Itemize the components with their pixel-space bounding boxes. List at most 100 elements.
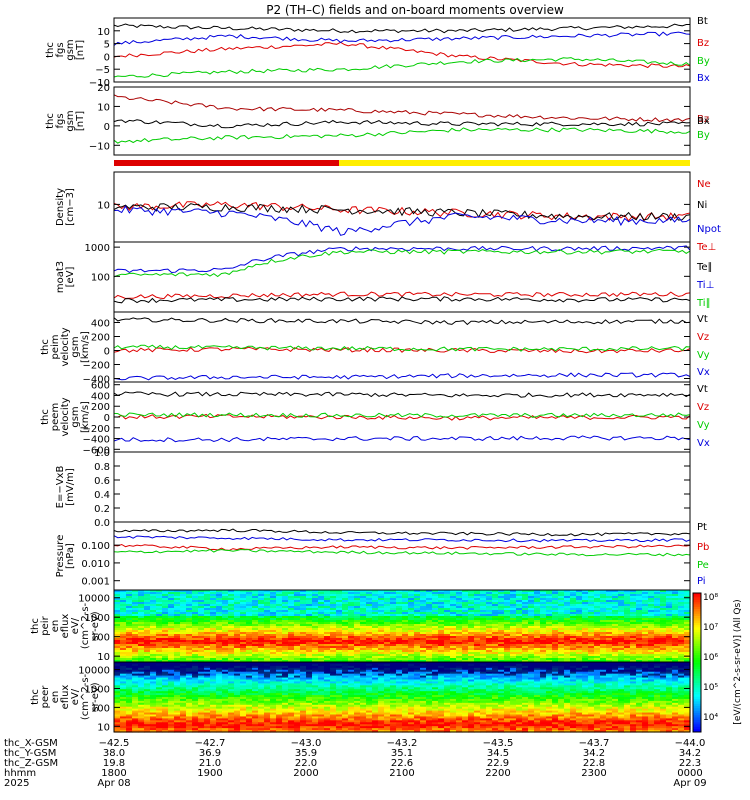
heatmap-cell: [618, 594, 625, 597]
heatmap-cell: [576, 592, 583, 595]
heatmap-cell: [276, 654, 283, 657]
heatmap-cell: [408, 662, 415, 665]
heatmap-cell: [600, 673, 607, 677]
heatmap-cell: [432, 663, 439, 667]
heatmap-cell: [378, 602, 385, 605]
heatmap-cell: [384, 642, 391, 645]
heatmap-cell: [180, 610, 187, 613]
heatmap-cell: [672, 658, 679, 661]
y-axis-label: moat3: [55, 261, 66, 293]
heatmap-cell: [624, 662, 631, 665]
heatmap-cell: [360, 628, 367, 631]
heatmap-cell: [336, 652, 343, 655]
heatmap-cell: [270, 616, 277, 619]
heatmap-cell: [138, 630, 145, 633]
heatmap-cell: [570, 624, 577, 627]
heatmap-cell: [198, 673, 205, 677]
heatmap-cell: [270, 630, 277, 633]
heatmap-cell: [438, 685, 445, 688]
heatmap-cell: [426, 624, 433, 627]
heatmap-cell: [126, 669, 133, 673]
heatmap-cell: [450, 662, 457, 665]
heatmap-cell: [552, 608, 559, 611]
heatmap-cell: [132, 610, 139, 613]
heatmap-cell: [378, 673, 385, 677]
heatmap-cell: [288, 622, 295, 625]
heatmap-cell: [558, 665, 565, 669]
heatmap-cell: [660, 612, 667, 615]
heatmap-cell: [468, 604, 475, 607]
heatmap-cell: [420, 620, 427, 623]
heatmap-cell: [618, 654, 625, 657]
heatmap-cell: [462, 618, 469, 621]
heatmap-cell: [594, 616, 601, 619]
heatmap-cell: [570, 652, 577, 655]
heatmap-cell: [354, 675, 361, 679]
heatmap-cell: [348, 592, 355, 595]
heatmap-cell: [162, 620, 169, 623]
heatmap-cell: [330, 675, 337, 679]
heatmap-cell: [402, 610, 409, 613]
heatmap-cell: [546, 683, 553, 686]
heatmap-cell: [588, 624, 595, 627]
heatmap-cell: [336, 610, 343, 613]
heatmap-cell: [180, 630, 187, 633]
heatmap-cell: [168, 681, 175, 684]
heatmap-cell: [426, 636, 433, 639]
heatmap-cell: [282, 632, 289, 635]
heatmap-cell: [630, 665, 637, 669]
heatmap-cell: [372, 614, 379, 617]
heatmap-cell: [480, 612, 487, 615]
heatmap-cell: [294, 671, 301, 675]
heatmap-cell: [570, 669, 577, 673]
heatmap-cell: [660, 598, 667, 601]
heatmap-cell: [510, 683, 517, 686]
heatmap-cell: [588, 662, 595, 665]
heatmap-cell: [504, 654, 511, 657]
heatmap-cell: [516, 608, 523, 611]
heatmap-cell: [510, 630, 517, 633]
heatmap-cell: [630, 590, 637, 593]
heatmap-cell: [552, 622, 559, 625]
heatmap-cell: [504, 616, 511, 619]
heatmap-cell: [240, 598, 247, 601]
heatmap-cell: [534, 636, 541, 639]
heatmap-cell: [186, 642, 193, 645]
heatmap-cell: [648, 638, 655, 641]
heatmap-cell: [570, 671, 577, 675]
heatmap-cell: [498, 658, 505, 661]
heatmap-cell: [312, 604, 319, 607]
heatmap-cell: [282, 630, 289, 633]
heatmap-cell: [684, 683, 691, 686]
heatmap-cell: [252, 673, 259, 677]
heatmap-cell: [390, 687, 397, 690]
heatmap-cell: [630, 620, 637, 623]
heatmap-cell: [570, 679, 577, 683]
heatmap-cell: [330, 592, 337, 595]
heatmap-cell: [480, 606, 487, 609]
heatmap-cell: [612, 665, 619, 669]
heatmap-cell: [384, 681, 391, 684]
heatmap-cell: [264, 673, 271, 677]
heatmap-cell: [618, 685, 625, 688]
heatmap-cell: [588, 673, 595, 677]
heatmap-cell: [468, 654, 475, 657]
heatmap-cell: [186, 652, 193, 655]
heatmap-cell: [486, 654, 493, 657]
heatmap-cell: [522, 679, 529, 683]
heatmap-cell: [678, 600, 685, 603]
heatmap-cell: [222, 620, 229, 623]
heatmap-cell: [486, 616, 493, 619]
heatmap-cell: [288, 648, 295, 651]
heatmap-cell: [126, 652, 133, 655]
heatmap-cell: [216, 592, 223, 595]
heatmap-cell: [486, 610, 493, 613]
heatmap-cell: [516, 677, 523, 681]
heatmap-cell: [258, 654, 265, 657]
heatmap-cell: [486, 660, 493, 663]
heatmap-cell: [456, 590, 463, 593]
heatmap-cell: [498, 620, 505, 623]
heatmap-cell: [318, 654, 325, 657]
heatmap-cell: [486, 606, 493, 609]
heatmap-cell: [162, 622, 169, 625]
